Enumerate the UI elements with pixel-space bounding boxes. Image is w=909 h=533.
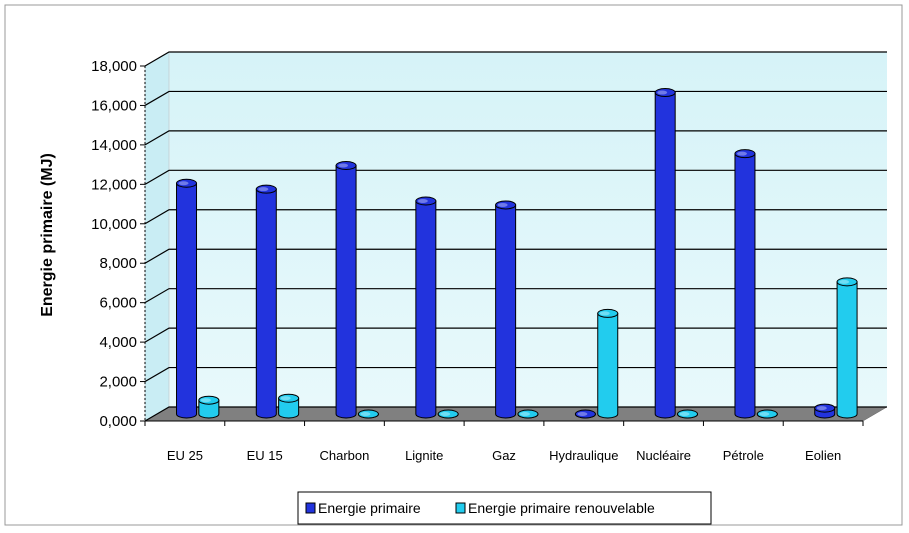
bar-body xyxy=(335,165,357,419)
bar-highlight xyxy=(519,412,530,416)
bar-highlight xyxy=(599,311,610,316)
gridline xyxy=(144,406,887,422)
x-tick-label: Lignite xyxy=(405,448,443,463)
bar-highlight xyxy=(736,151,747,156)
bar-top xyxy=(836,277,858,287)
bar-top xyxy=(734,149,756,159)
bar-highlight xyxy=(258,187,269,192)
gridline xyxy=(144,90,887,106)
gridline xyxy=(144,51,887,67)
bar-body xyxy=(176,182,198,419)
y-tick-label: 6,000 xyxy=(99,295,137,312)
x-tick-label: Pétrole xyxy=(723,448,764,463)
y-tick-label: 8,000 xyxy=(99,255,137,272)
bar-highlight xyxy=(816,406,827,411)
y-tick-label: 4,000 xyxy=(99,334,137,351)
bar-highlight xyxy=(497,202,508,207)
plot-area: 0,000 2,000 4,000 6,000 8,000 10,000 12,000 14,… xyxy=(91,51,888,463)
bar-highlight xyxy=(657,90,668,95)
legend-box xyxy=(297,491,712,525)
bar-top xyxy=(756,409,778,419)
bar-top xyxy=(677,409,699,419)
x-tick-label: Hydraulique xyxy=(549,448,618,463)
y-tick-label: 2,000 xyxy=(99,374,137,391)
gridline xyxy=(144,209,887,225)
bar-top xyxy=(597,308,619,318)
bar-highlight xyxy=(839,279,850,284)
bar-top xyxy=(415,196,437,206)
y-tick-label: 10,000 xyxy=(91,216,137,233)
x-tick-label: Charbon xyxy=(320,448,370,463)
bar-body xyxy=(255,188,277,419)
y-axis-label: Energie primaire (MJ) xyxy=(39,153,56,317)
bar-highlight xyxy=(759,412,770,416)
legend-swatch xyxy=(305,502,316,514)
bar-body xyxy=(278,397,300,419)
x-tick-label: EU 25 xyxy=(167,448,203,463)
bar-highlight xyxy=(338,163,349,168)
gridline xyxy=(144,327,887,343)
x-tick-label: EU 15 xyxy=(247,448,283,463)
x-tick-label: Nucléaire xyxy=(636,448,691,463)
x-tick-label: Gaz xyxy=(492,448,516,463)
bar-top xyxy=(255,184,277,194)
bar-body xyxy=(415,200,437,419)
bar-top xyxy=(278,393,300,403)
bar-body xyxy=(734,153,756,419)
back-wall xyxy=(169,52,887,407)
gridline xyxy=(144,248,887,264)
bar-top xyxy=(517,409,539,419)
gridline xyxy=(144,288,887,304)
bar-top xyxy=(176,178,198,188)
bar-top xyxy=(335,161,357,170)
bar-highlight xyxy=(178,181,189,186)
x-tick-label: Eolien xyxy=(805,448,841,463)
bar-top xyxy=(495,200,517,210)
legend-label: Energie primaire renouvelable xyxy=(468,500,655,516)
y-tick-label: 14,000 xyxy=(91,137,137,154)
gridline xyxy=(144,366,887,383)
y-tick-label: 12,000 xyxy=(91,176,137,193)
legend-swatch xyxy=(455,502,466,514)
bar-top xyxy=(357,409,379,419)
bar-body xyxy=(597,312,619,419)
y-tick-label: 18,000 xyxy=(91,58,137,75)
bar-highlight xyxy=(440,412,451,416)
bar-top xyxy=(437,409,459,419)
bar-top xyxy=(574,409,596,419)
legend: Energie primaire Energie primaire renouve… xyxy=(297,491,712,525)
bar-body xyxy=(495,204,517,419)
bar-top xyxy=(654,88,676,98)
bar-body xyxy=(198,399,220,419)
gridline xyxy=(144,130,887,146)
bar-body xyxy=(836,281,858,419)
y-tick-label: 16,000 xyxy=(91,97,137,114)
legend-label: Energie primaire xyxy=(318,500,421,516)
bar-highlight xyxy=(679,412,690,416)
gridline xyxy=(144,169,887,185)
side-wall xyxy=(144,51,170,422)
bar-top xyxy=(198,395,220,405)
bar-highlight xyxy=(280,396,291,401)
bar-highlight xyxy=(360,412,371,416)
bar-top xyxy=(814,403,836,413)
bar-highlight xyxy=(417,199,428,203)
bar-body xyxy=(654,92,676,419)
bar-highlight xyxy=(200,398,211,403)
bar-highlight xyxy=(577,412,588,416)
y-tick-label: 0,000 xyxy=(99,413,137,430)
